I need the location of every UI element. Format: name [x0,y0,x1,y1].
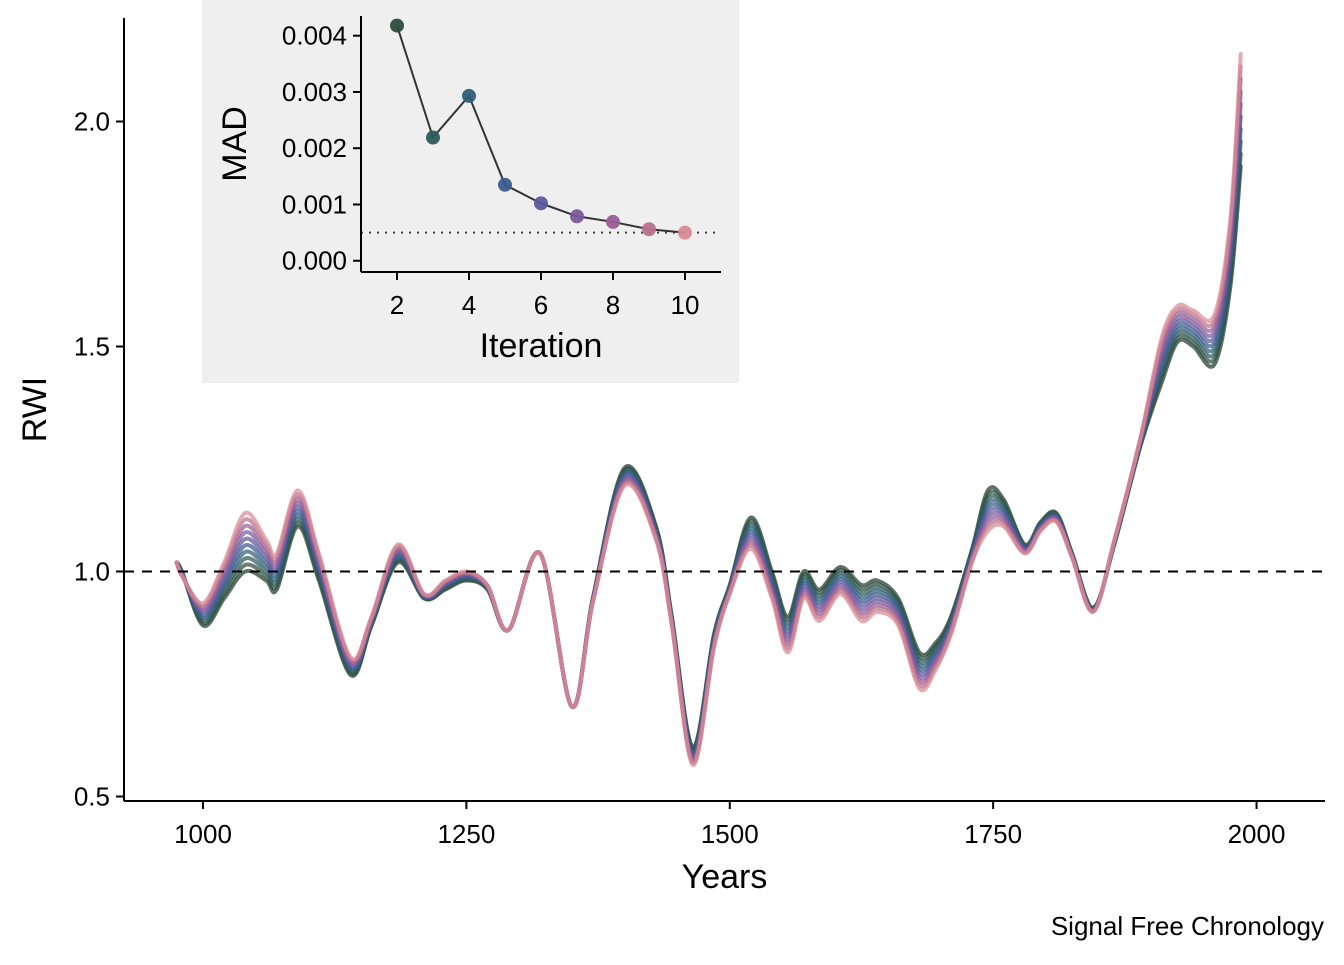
inset-y-tick-label: 0.002 [282,133,347,163]
series-line-iteration-10 [174,52,1243,768]
x-tick-label: 1750 [964,819,1022,849]
main-series-lines [174,52,1243,768]
x-tick-label: 1250 [437,819,495,849]
inset-x-tick-label: 4 [462,290,476,320]
inset-marks [361,18,721,240]
inset-y-axis-label: MAD [216,106,254,182]
mad-point [570,209,584,224]
mad-point [390,18,404,33]
main-x-axis-label: Years [682,858,768,896]
inset-y-tick-label: 0.003 [282,77,347,107]
main-axes: 1000 1250 1500 1750 2000 0.5 1.0 1.5 2.0 [74,18,1325,849]
y-tick-label: 0.5 [74,782,110,812]
inset-y-tick-label: 0.000 [282,246,347,276]
y-tick-label: 1.5 [74,332,110,362]
inset-y-tick-label: 0.001 [282,189,347,219]
inset-x-tick-label: 2 [390,290,404,320]
main-y-axis-label: RWI [16,377,54,442]
mad-point [498,177,512,192]
inset-x-axis-label: Iteration [480,327,603,365]
inset-axes: 2 4 6 8 10 0.000 0.001 0.002 0.003 0.004 [282,16,721,320]
inset-y-tick-label: 0.004 [282,21,347,51]
mad-point [606,214,620,229]
x-tick-label: 1000 [174,819,232,849]
inset-x-tick-label: 6 [534,290,548,320]
mad-point [462,88,476,103]
x-tick-label: 2000 [1228,819,1286,849]
y-tick-label: 2.0 [74,107,110,137]
inset-x-tick-label: 8 [606,290,620,320]
mad-point [642,222,656,237]
inset-x-tick-label: 10 [671,290,700,320]
inset-background [202,0,739,383]
mad-point [426,130,440,145]
chart-caption: Signal Free Chronology [1051,911,1324,941]
y-tick-label: 1.0 [74,557,110,587]
x-tick-label: 1500 [701,819,759,849]
mad-point [534,196,548,211]
mad-point [678,225,692,240]
